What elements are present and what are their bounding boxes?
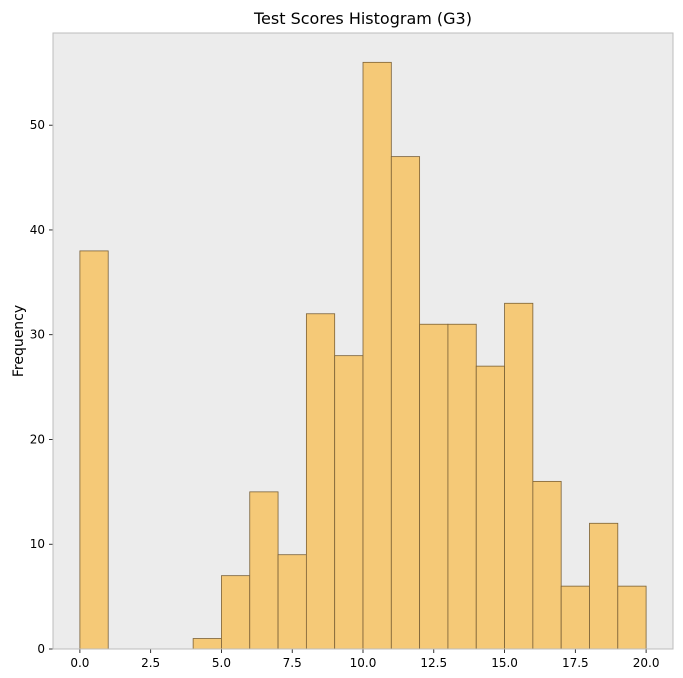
histogram-bar — [362, 61, 392, 650]
x-tick-label: 5.0 — [212, 656, 231, 670]
x-tick-label: 7.5 — [283, 656, 302, 670]
y-axis-ticks: 0 10 20 30 40 50 — [30, 118, 53, 656]
histogram-bar — [532, 480, 562, 650]
histogram-bar — [419, 323, 449, 650]
histogram-bar — [334, 355, 364, 650]
histogram-bar — [589, 522, 619, 650]
y-axis-label: Frequency — [11, 305, 27, 377]
x-tick-label: 12.5 — [420, 656, 447, 670]
x-tick-label: 20.0 — [633, 656, 660, 670]
histogram-bar — [249, 491, 279, 650]
histogram-bar — [617, 585, 647, 650]
histogram-bar — [277, 554, 307, 650]
histogram-bar — [560, 585, 590, 650]
y-tick-label: 0 — [37, 642, 45, 656]
histogram-bar — [504, 302, 534, 650]
bars-group — [79, 61, 647, 650]
y-tick-label: 30 — [30, 328, 45, 342]
chart-title: Test Scores Histogram (G3) — [253, 9, 472, 28]
x-tick-label: 15.0 — [491, 656, 518, 670]
histogram-bar — [221, 575, 251, 650]
histogram-bar — [447, 323, 477, 650]
y-tick-label: 50 — [30, 118, 45, 132]
x-axis-ticks: 0.0 2.5 5.0 7.5 10.0 12.5 15.0 17.5 20.0 — [70, 649, 659, 670]
x-tick-label: 2.5 — [141, 656, 160, 670]
y-tick-label: 40 — [30, 223, 45, 237]
plot-frame — [52, 32, 674, 650]
histogram-bar — [192, 638, 222, 650]
histogram-bar — [79, 250, 109, 650]
histogram-bar — [390, 156, 421, 650]
x-tick-label: 10.0 — [350, 656, 377, 670]
histogram-bar — [305, 313, 336, 650]
histogram-bar — [475, 365, 505, 650]
x-tick-label: 0.0 — [70, 656, 89, 670]
y-tick-label: 20 — [30, 432, 45, 446]
y-tick-label: 10 — [30, 537, 45, 551]
x-tick-label: 17.5 — [562, 656, 589, 670]
